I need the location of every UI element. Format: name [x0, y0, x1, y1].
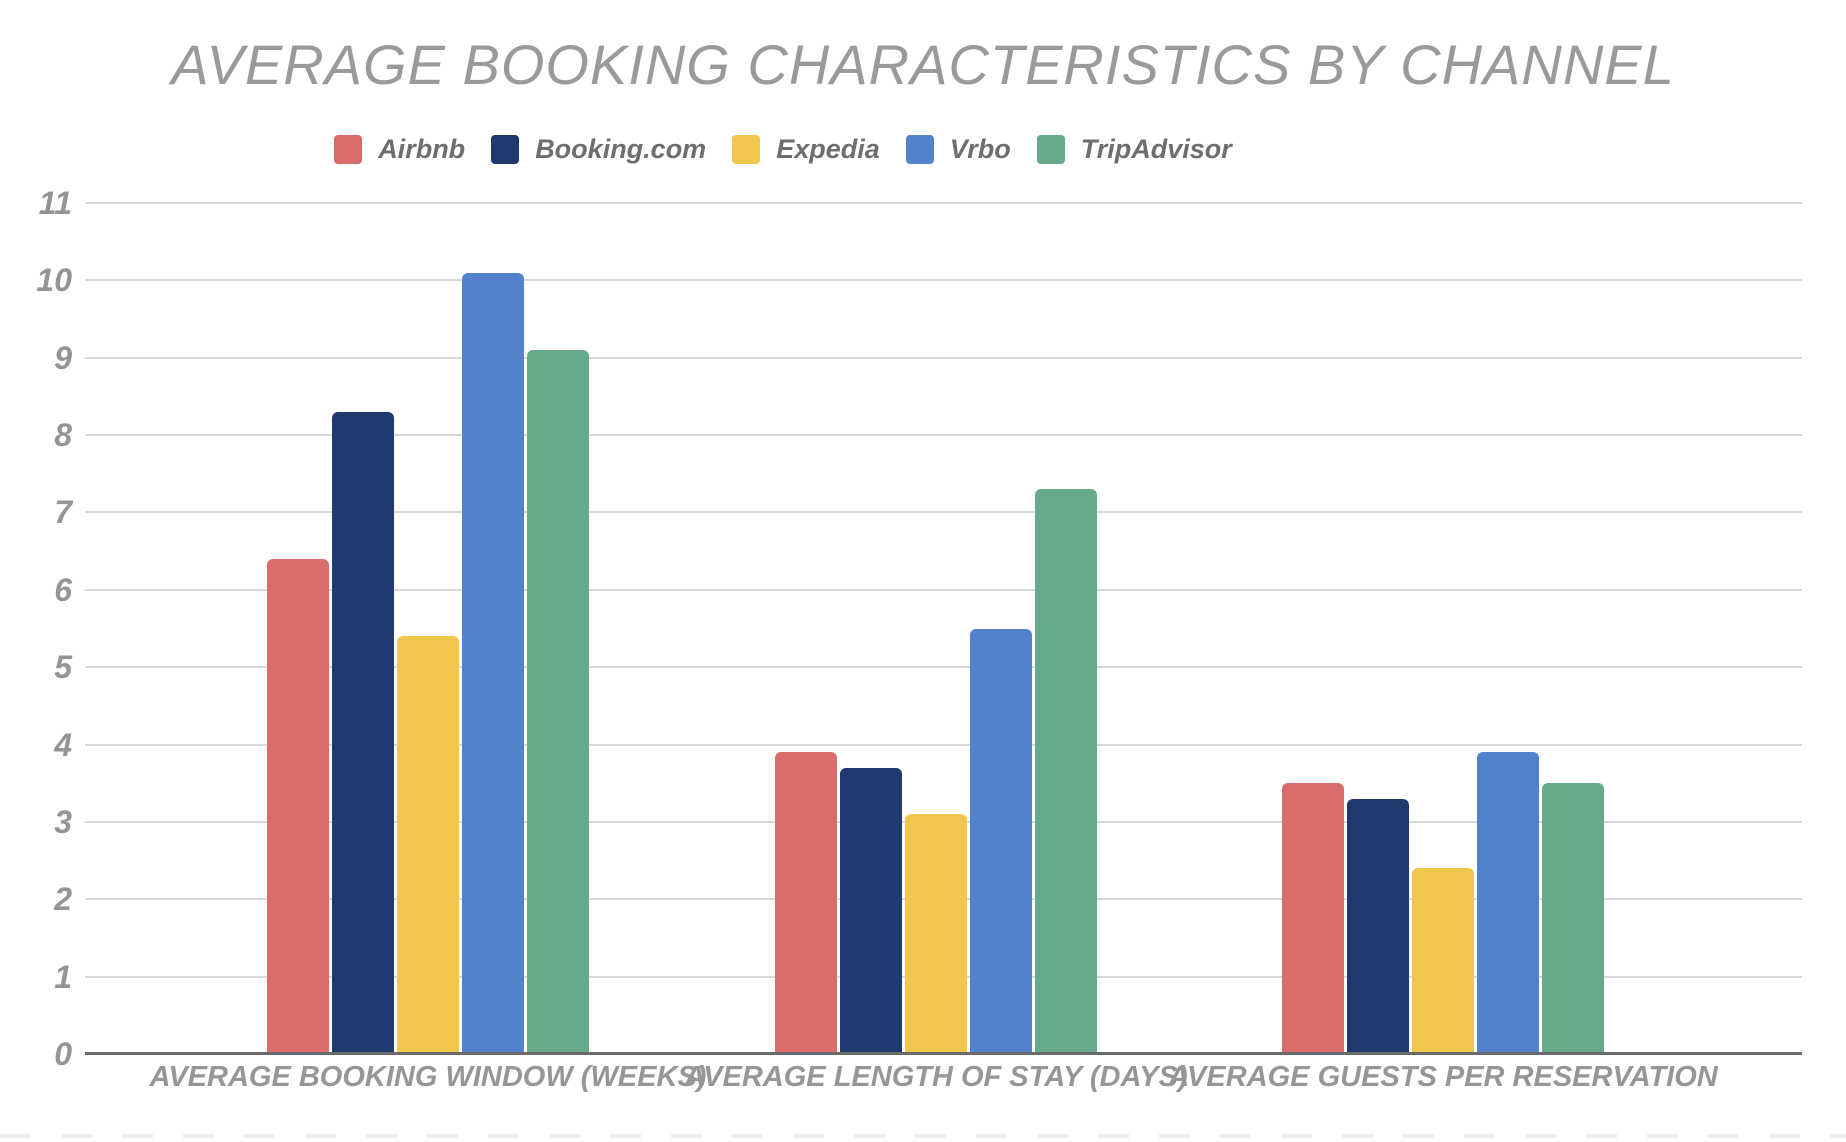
category-label: AVERAGE BOOKING WINDOW (WEEKS): [149, 1061, 707, 1093]
bar-vrbo: [462, 272, 524, 1054]
y-axis-tick-label: 3: [54, 803, 72, 840]
bar-booking-com: [332, 411, 394, 1054]
legend-swatch: [905, 135, 934, 164]
y-axis-tick-label: 7: [54, 494, 72, 531]
gridline: [85, 666, 1802, 669]
legend-item-tripadvisor: TripAdvisor: [1036, 134, 1232, 165]
legend-swatch: [732, 135, 761, 164]
bar-expedia: [905, 814, 967, 1054]
bottom-dashed-border: [0, 1134, 1846, 1138]
y-axis-tick-label: 2: [54, 881, 72, 918]
bar-tripadvisor: [1035, 489, 1097, 1054]
x-axis-line: [85, 1052, 1802, 1055]
y-axis-tick-label: 10: [36, 262, 72, 299]
category-label: AVERAGE LENGTH OF STAY (DAYS): [684, 1061, 1188, 1093]
legend-item-booking-com: Booking.com: [491, 134, 706, 165]
gridline: [85, 511, 1802, 514]
bar-group: [1282, 203, 1604, 1054]
chart-legend: Airbnb Booking.com Expedia Vrbo TripAdvisor: [0, 134, 1846, 165]
bar-vrbo: [970, 628, 1032, 1054]
y-axis-tick-label: 1: [54, 958, 72, 995]
bar-booking-com: [1347, 798, 1409, 1054]
bar-expedia: [1412, 868, 1474, 1054]
legend-label: Booking.com: [535, 134, 707, 164]
legend-swatch: [334, 135, 363, 164]
bar-tripadvisor: [527, 350, 589, 1054]
legend-label: Airbnb: [378, 134, 466, 164]
bar-group: [267, 203, 589, 1054]
y-axis-tick-label: 6: [54, 571, 72, 608]
gridline: [85, 743, 1802, 746]
legend-item-airbnb: Airbnb: [334, 134, 465, 165]
category-label: AVERAGE GUESTS PER RESERVATION: [1168, 1061, 1718, 1093]
plot-area: [85, 202, 1802, 1055]
legend-item-vrbo: Vrbo: [905, 134, 1011, 165]
bar-airbnb: [775, 752, 837, 1054]
bar-airbnb: [1282, 783, 1344, 1054]
legend-label: TripAdvisor: [1080, 134, 1232, 164]
chart-title: AVERAGE BOOKING CHARACTERISTICS BY CHANN…: [171, 33, 1675, 96]
gridline: [85, 588, 1802, 591]
gridline: [85, 356, 1802, 359]
legend-swatch: [491, 135, 520, 164]
y-axis-tick-label: 0: [54, 1036, 72, 1072]
bar-vrbo: [1477, 752, 1539, 1054]
bar-expedia: [397, 636, 459, 1054]
gridline: [85, 279, 1802, 282]
legend-item-expedia: Expedia: [732, 134, 880, 165]
legend-swatch: [1036, 135, 1065, 164]
bar-booking-com: [840, 767, 902, 1054]
legend-label: Expedia: [776, 134, 880, 164]
y-axis-tick-label: 5: [54, 649, 72, 686]
gridline: [85, 202, 1802, 204]
y-axis-tick-label: 8: [54, 417, 72, 454]
bar-group: [775, 203, 1097, 1054]
bar-airbnb: [267, 558, 329, 1054]
y-axis-tick-label: 11: [38, 185, 72, 221]
y-axis-tick-label: 4: [54, 726, 72, 763]
gridline: [85, 434, 1802, 437]
bar-tripadvisor: [1542, 783, 1604, 1054]
legend-label: Vrbo: [949, 134, 1011, 164]
y-axis-tick-label: 9: [54, 339, 72, 376]
